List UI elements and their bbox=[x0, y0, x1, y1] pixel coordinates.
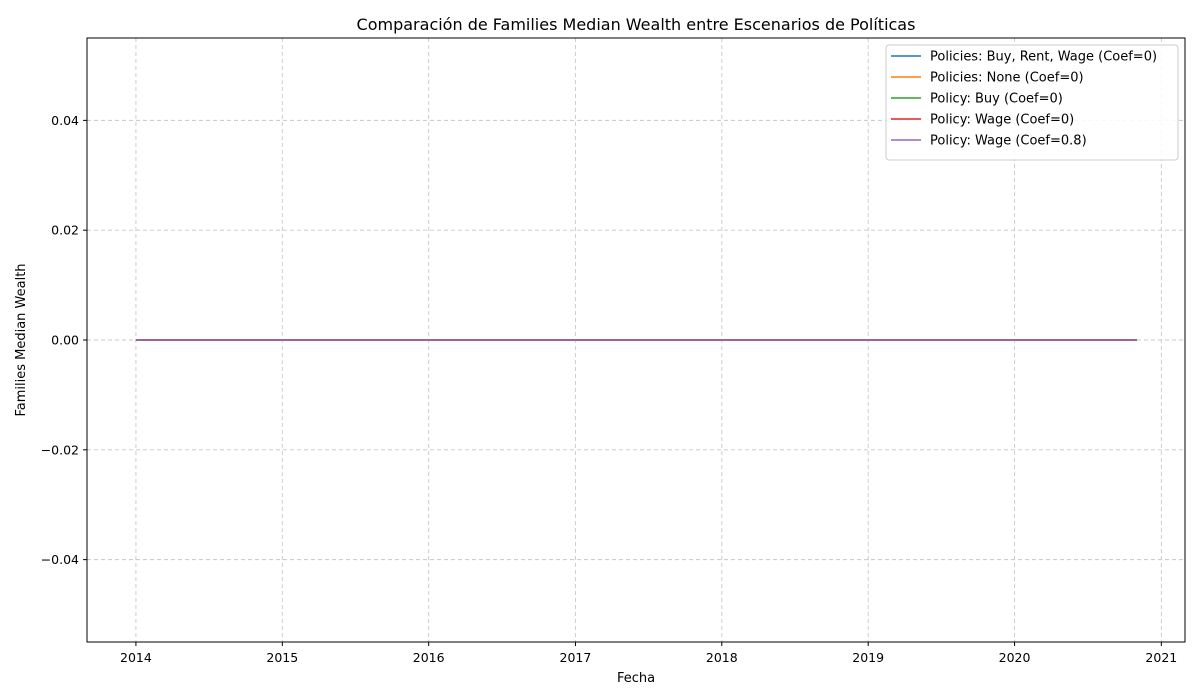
y-tick-label: −0.02 bbox=[41, 442, 79, 457]
legend-entry: Policies: None (Coef=0) bbox=[930, 71, 1084, 86]
chart-title: Comparación de Families Median Wealth en… bbox=[357, 15, 916, 34]
x-tick-label: 2017 bbox=[560, 650, 592, 665]
y-tick-label: 0.00 bbox=[51, 333, 79, 348]
x-tick-label: 2020 bbox=[999, 650, 1031, 665]
legend-entry: Policy: Buy (Coef=0) bbox=[930, 92, 1063, 107]
x-tick-label: 2019 bbox=[852, 650, 884, 665]
y-axis-ticks: 0.04 0.02 0.00 −0.02 −0.04 bbox=[41, 113, 87, 567]
x-tick-label: 2021 bbox=[1145, 650, 1177, 665]
legend-box bbox=[885, 44, 1179, 161]
x-axis-label: Fecha bbox=[617, 671, 655, 686]
x-tick-label: 2015 bbox=[266, 650, 298, 665]
x-axis-ticks: 2014 2015 2016 2017 2018 2019 2020 2021 bbox=[120, 642, 1177, 665]
legend: Policies: Buy, Rent, Wage (Coef=0) Polici… bbox=[885, 44, 1179, 161]
legend-entry: Policies: Buy, Rent, Wage (Coef=0) bbox=[930, 50, 1157, 65]
y-tick-label: −0.04 bbox=[41, 552, 79, 567]
x-tick-label: 2018 bbox=[706, 650, 738, 665]
x-tick-label: 2016 bbox=[413, 650, 445, 665]
legend-entry: Policy: Wage (Coef=0) bbox=[930, 113, 1074, 128]
legend-entry: Policy: Wage (Coef=0.8) bbox=[930, 134, 1087, 149]
y-axis-label: Families Median Wealth bbox=[14, 263, 29, 416]
y-tick-label: 0.02 bbox=[51, 223, 79, 238]
x-tick-label: 2014 bbox=[120, 650, 152, 665]
y-tick-label: 0.04 bbox=[51, 113, 79, 128]
